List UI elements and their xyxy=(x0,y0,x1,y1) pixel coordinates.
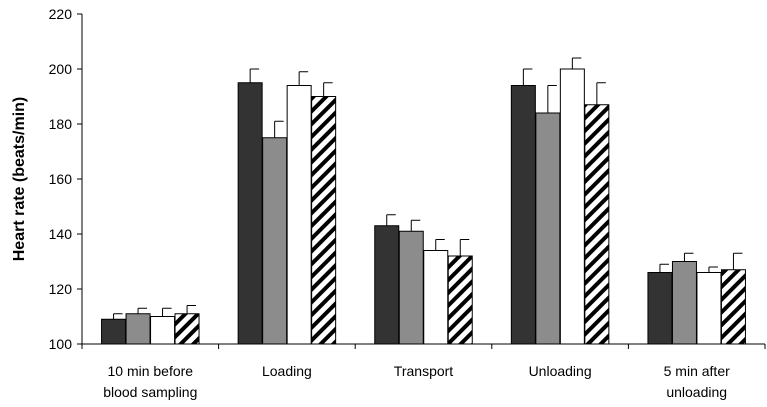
bars xyxy=(101,57,746,345)
labels: 100 120 140 160 180 200 220 10 min before blood … xyxy=(49,6,730,400)
bar xyxy=(311,96,337,345)
bar xyxy=(150,316,176,345)
bar xyxy=(671,261,697,345)
bar xyxy=(720,269,746,345)
x-tick-label: Transport xyxy=(394,363,454,379)
x-tick-label: blood sampling xyxy=(103,384,197,400)
bar xyxy=(125,313,151,345)
bar xyxy=(584,104,610,345)
bar xyxy=(647,272,673,345)
bar xyxy=(398,230,424,345)
y-tick-label: 180 xyxy=(49,116,73,132)
bar xyxy=(447,255,473,345)
y-tick-label: 140 xyxy=(49,226,73,242)
bar xyxy=(559,68,585,345)
y-axis-label: Heart rate (beats/min) xyxy=(11,97,28,262)
bar xyxy=(262,137,288,345)
x-tick-label: unloading xyxy=(666,384,727,400)
bar xyxy=(696,272,722,345)
bar xyxy=(423,250,449,345)
y-tick-label: 160 xyxy=(49,171,73,187)
x-tick-label: 10 min before xyxy=(107,363,193,379)
x-tick-label: 5 min after xyxy=(664,363,730,379)
y-tick-label: 200 xyxy=(49,61,73,77)
x-tick-label: Loading xyxy=(262,363,312,379)
bar xyxy=(101,318,127,345)
bar xyxy=(286,85,312,345)
bar xyxy=(535,112,561,345)
y-tick-label: 100 xyxy=(49,336,73,352)
bar xyxy=(510,85,536,345)
bar xyxy=(237,82,263,345)
y-tick-label: 120 xyxy=(49,281,73,297)
y-tick-label: 220 xyxy=(49,6,73,22)
bar xyxy=(174,313,200,345)
bar xyxy=(374,225,400,345)
x-tick-label: Unloading xyxy=(529,363,592,379)
